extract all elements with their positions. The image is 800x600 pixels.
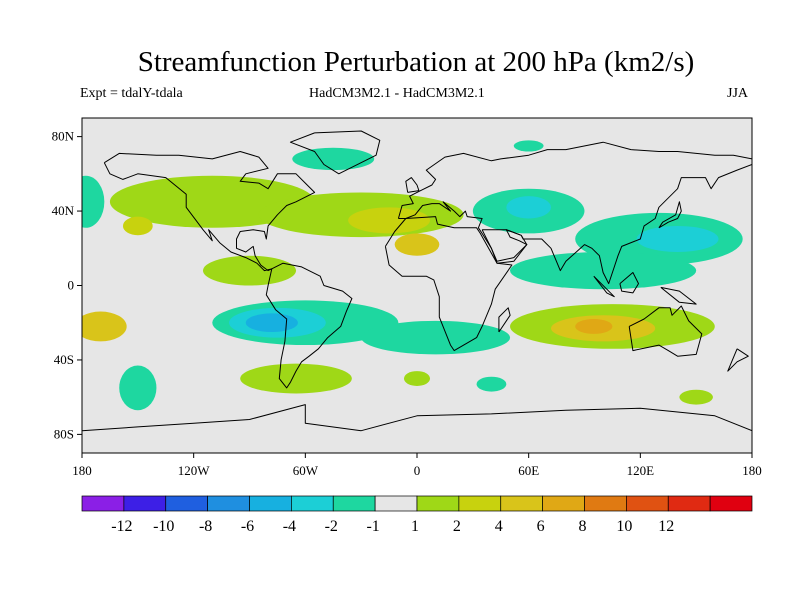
colorbar-label: 10 [616, 518, 632, 535]
anomaly-east-asia-neg-core [636, 225, 719, 253]
coastline-arabia [481, 229, 528, 262]
colorbar-swatch [458, 495, 502, 512]
colorbar-swatch [81, 495, 125, 512]
x-tick-label: 60E [518, 463, 539, 478]
colorbar-label: 2 [453, 518, 461, 535]
anomaly-arctic-neg-asia [513, 140, 544, 152]
y-tick-label: 40S [54, 352, 74, 367]
y-tick-label: 80N [52, 129, 75, 144]
y-tick-label: 80S [54, 426, 74, 441]
colorbar-swatch [291, 495, 334, 512]
anomaly-arctic-neg [292, 147, 375, 171]
coastline-sumatra [593, 275, 615, 298]
colorbar-swatch [123, 495, 167, 512]
coastline-africa [384, 216, 513, 352]
colorbar-swatch [626, 495, 669, 512]
x-tick-label: 0 [414, 463, 421, 478]
coastline-greenland [289, 130, 381, 175]
colorbar-label: -2 [325, 518, 338, 535]
coastline-antarctica [82, 404, 752, 432]
coastline-borneo [619, 272, 639, 294]
anomaly-spac-pos [240, 363, 352, 394]
colorbar-label: -1 [366, 518, 379, 535]
x-tick-label: 120W [178, 463, 211, 478]
colorbar-label: -6 [241, 518, 254, 535]
colorbar-label: 12 [658, 518, 674, 535]
colorbar-label: 4 [495, 518, 503, 535]
x-tick-label: 180 [742, 463, 762, 478]
y-tick-label: 40N [52, 203, 75, 218]
colorbar-label: -10 [153, 518, 174, 535]
colorbar-swatch [249, 495, 292, 512]
anomaly-atl-pos-north-core [348, 207, 431, 234]
coastline-eurasia [397, 141, 752, 285]
colorbar-swatch [500, 495, 543, 512]
x-tick-label: 120E [627, 463, 655, 478]
anomaly-aus-pos-core6 [575, 319, 613, 334]
coastline-uk [405, 177, 420, 193]
colorbar-swatch [416, 495, 460, 512]
coastlines [82, 130, 752, 432]
colorbar-label: 1 [411, 518, 419, 535]
anomaly-sahara-pos [394, 233, 440, 256]
colorbar-label: -12 [111, 518, 132, 535]
colorbar-swatch [332, 495, 376, 512]
anomaly-epac-pos [82, 311, 127, 342]
colorbar-label: -8 [199, 518, 212, 535]
experiment-label: Expt = tdalY-tdala [80, 86, 183, 101]
map-area [81, 117, 753, 454]
coastline-japan [658, 201, 682, 229]
colorbar: -12 -10 -8 -6 -4 -2 -1 1 2 4 6 8 10 12 [81, 495, 753, 535]
coastline-madagascar [498, 307, 511, 333]
x-tick-label: 180 [72, 463, 92, 478]
colorbar-label: -4 [283, 518, 296, 535]
anomaly-spac-neg [119, 365, 157, 411]
colorbar-swatch [165, 495, 208, 512]
anomaly-pac-pos-ne-core [122, 216, 153, 236]
anomaly-pac-neg-north [82, 175, 105, 228]
y-tick-label: 0 [68, 278, 75, 293]
anomaly-so-pos-east [679, 389, 713, 405]
anomaly-satl-neg [361, 320, 511, 355]
season-label: JJA [727, 86, 749, 101]
anomaly-carib-pos [202, 255, 297, 286]
anomaly-shading [82, 140, 743, 411]
colorbar-swatch [667, 495, 711, 512]
colorbar-swatch [542, 495, 585, 512]
coastline-australia [628, 305, 703, 357]
colorbar-label: 6 [537, 518, 545, 535]
colorbar-swatch [709, 495, 753, 512]
anomaly-so-neg [476, 376, 507, 392]
colorbar-label: 8 [579, 518, 587, 535]
colorbar-swatch [374, 495, 418, 512]
anomaly-so-pos [403, 371, 431, 386]
coastline-new-guinea [660, 286, 697, 305]
coastline-north-america [103, 151, 316, 272]
coastline-south-america [265, 262, 353, 389]
map-axes: 80N 40N 0 40S 80S 180 120W 60W 0 60E 120E 180 [52, 129, 762, 478]
anomaly-sam-neg-core4 [245, 313, 298, 333]
coastline-new-zealand [727, 348, 749, 372]
anomaly-asia-neg-core [506, 196, 551, 219]
figure-title: Streamfunction Perturbation at 200 hPa (… [137, 46, 695, 78]
x-tick-label: 60W [293, 463, 319, 478]
models-label: HadCM3M2.1 - HadCM3M2.1 [309, 86, 485, 101]
colorbar-swatch [207, 495, 250, 512]
colorbar-swatch [584, 495, 627, 512]
